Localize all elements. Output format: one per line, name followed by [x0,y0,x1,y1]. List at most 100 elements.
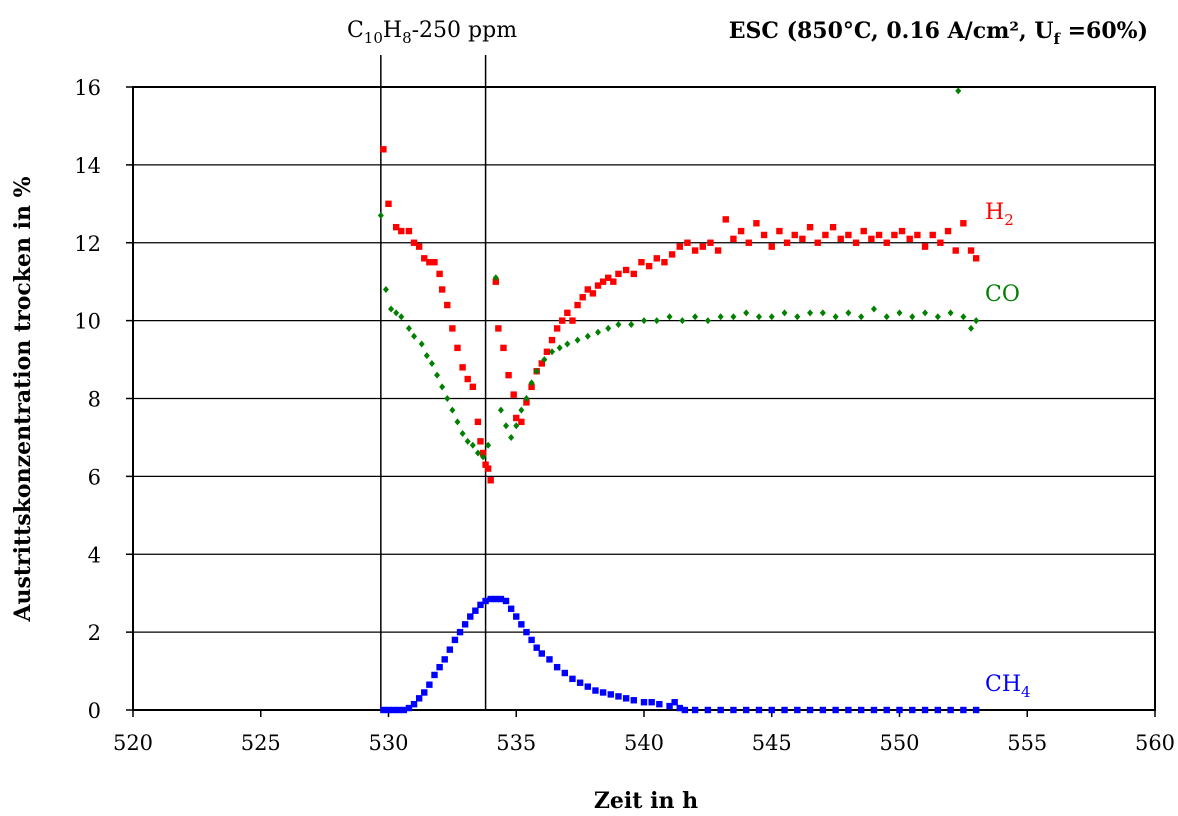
data-point [737,227,745,235]
data-point [883,706,890,714]
data-point [405,704,413,712]
data-point [615,270,622,278]
annotation-part: C [347,18,364,43]
y-axis-label: Austrittskonzentration trocken in % [10,176,36,622]
data-point [822,231,829,239]
data-point [415,243,423,250]
x-axis-label: Zeit in h [594,788,698,814]
data-point [513,422,520,430]
data-point [676,243,683,250]
x-tick-label: 540 [624,731,664,755]
data-point [426,681,433,688]
data-point [518,621,525,628]
annotation-part: 10 [364,29,383,47]
data-point [479,449,487,457]
data-point [717,313,724,321]
data-point [492,595,500,603]
data-point [934,313,941,321]
data-point [395,706,402,714]
data-point [474,418,482,426]
chart-title-main: ESC (850°C, 0.16 A/cm², U [729,18,1054,44]
data-point [398,227,405,235]
data-point [906,235,913,243]
data-point [392,223,400,231]
data-point [704,706,712,714]
data-point [671,699,678,706]
x-tick-label: 525 [241,731,281,755]
data-point [684,239,691,246]
data-point [960,220,967,227]
data-point [459,364,466,371]
data-point [968,324,975,332]
data-point [459,430,466,438]
data-point [883,313,890,321]
data-point [973,317,980,325]
data-point [523,628,530,636]
data-point [944,227,952,235]
annotation-part: 8 [402,29,412,47]
data-point [449,325,456,332]
data-point [891,231,898,239]
y-tick-label: 2 [88,621,101,645]
data-point [382,285,389,293]
data-point [438,286,446,293]
series-0 [380,146,980,484]
data-point [666,313,673,321]
data-point [922,309,929,317]
data-point [599,278,607,285]
data-point [622,695,630,702]
data-point [393,309,400,317]
data-point [436,270,443,278]
data-point [469,383,477,391]
data-point [921,706,929,714]
data-point [528,636,535,644]
data-point [439,383,446,391]
grid-layer [133,164,1155,633]
data-point [640,699,648,706]
data-point [745,239,752,246]
x-tick-label: 520 [113,731,153,755]
data-point [755,313,762,321]
data-point [400,706,408,714]
data-point [947,706,954,714]
data-point [594,282,602,289]
data-point [875,231,883,239]
data-point [546,656,553,663]
data-point [656,700,663,708]
data-point [704,317,711,325]
data-point [464,437,471,445]
data-point [666,702,673,710]
x-tick-label: 535 [496,731,536,755]
data-point [679,317,686,325]
data-point [467,613,474,620]
data-point [477,601,484,609]
data-point [543,348,551,355]
data-point [832,706,839,714]
data-point [781,309,788,317]
data-point [405,227,413,235]
chart-title: ESC (850°C, 0.16 A/cm², Uf =60%) [729,18,1148,48]
data-point [845,706,852,714]
series-labels: H2 CO CH4 [985,200,1031,701]
data-point [390,706,397,714]
data-point [960,313,967,321]
data-point [410,700,418,708]
series-label-name: H [985,200,1004,225]
data-point [444,395,451,402]
data-point [648,699,655,706]
data-point [441,656,448,663]
data-point [510,391,517,398]
data-point [691,706,699,714]
data-point [967,247,975,254]
data-point [505,371,512,379]
data-point [760,231,768,239]
data-point [538,650,545,657]
data-point [622,266,630,274]
y-tick-label: 0 [88,699,101,723]
data-point [722,216,729,223]
data-point [549,348,556,356]
data-point [410,239,418,246]
series-label: H2 [985,200,1014,229]
data-point [559,317,566,324]
data-point [934,706,942,714]
